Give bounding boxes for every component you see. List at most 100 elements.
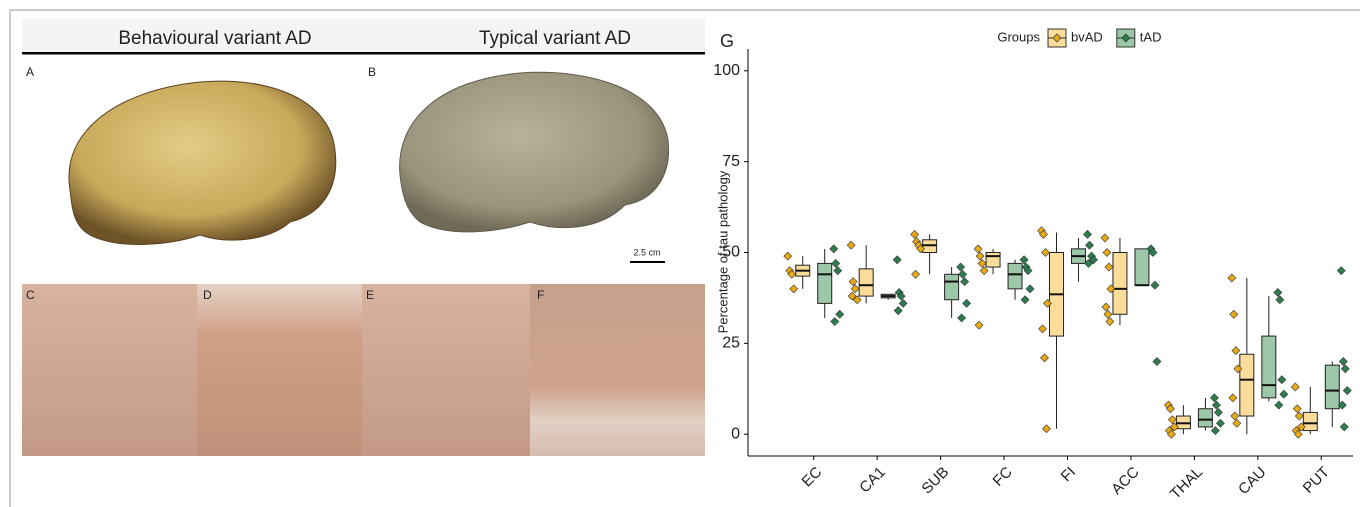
point <box>1337 400 1347 410</box>
point <box>1152 357 1162 366</box>
box <box>985 252 1001 268</box>
point <box>1101 302 1111 312</box>
brain-photo <box>68 80 337 245</box>
y-axis-label: Percentage of tau pathology <box>715 170 730 333</box>
point <box>1102 248 1112 257</box>
point <box>962 298 972 308</box>
point <box>1273 288 1283 297</box>
point <box>1038 324 1047 334</box>
point <box>1148 248 1158 257</box>
x-tick-label: SUB <box>918 464 952 498</box>
point <box>1169 422 1179 432</box>
box <box>1261 335 1277 399</box>
point <box>1167 415 1177 425</box>
point <box>848 277 858 286</box>
y-tick-label: 100 <box>713 62 740 79</box>
point <box>1023 266 1033 276</box>
point <box>1211 400 1221 410</box>
point <box>975 251 985 261</box>
point <box>829 244 839 254</box>
point <box>1019 255 1029 265</box>
point <box>910 229 920 239</box>
point <box>847 291 857 301</box>
point <box>1296 422 1306 432</box>
point <box>1232 418 1242 428</box>
point <box>830 317 840 326</box>
point <box>1084 258 1093 268</box>
box <box>1302 411 1318 432</box>
point <box>1150 280 1160 290</box>
box <box>817 262 833 304</box>
point <box>1279 389 1289 399</box>
point <box>1231 346 1241 356</box>
point <box>973 244 983 254</box>
x-tick-label: ACC <box>1108 463 1143 498</box>
point <box>1233 364 1243 374</box>
panel-label: A <box>26 65 34 79</box>
tissue-photo <box>197 284 362 456</box>
point <box>1106 284 1116 294</box>
box <box>1134 248 1150 286</box>
point <box>1277 375 1287 385</box>
point <box>852 295 862 305</box>
box <box>1324 364 1340 410</box>
point <box>1342 386 1352 396</box>
point <box>1089 255 1098 265</box>
point <box>1336 266 1346 276</box>
x-tick-label: THAL <box>1167 464 1206 503</box>
box <box>1007 262 1023 290</box>
point <box>1293 429 1303 439</box>
point <box>916 244 926 254</box>
panel-label: G <box>720 31 734 51</box>
y-tick-label: 75 <box>722 153 740 170</box>
point <box>1100 233 1110 243</box>
panel-label: C <box>26 288 35 302</box>
header: Behavioural variant AD <box>118 28 311 49</box>
panel-label: F <box>537 288 544 302</box>
point <box>846 240 856 250</box>
x-tick-label: CA1 <box>856 464 889 497</box>
point <box>1025 284 1035 294</box>
point <box>1215 418 1225 428</box>
point <box>1105 317 1115 326</box>
point <box>1040 353 1049 363</box>
panel-label: B <box>368 65 376 79</box>
point <box>1230 411 1240 421</box>
point <box>1294 411 1304 421</box>
point <box>1083 229 1092 239</box>
x-tick-label: FC <box>990 463 1016 489</box>
point <box>1209 393 1219 403</box>
legend-key-point <box>1121 33 1131 43</box>
y-tick-label: 25 <box>722 335 740 352</box>
point <box>957 313 967 323</box>
x-tick-label: PUT <box>1300 464 1333 497</box>
point <box>1042 424 1051 434</box>
point <box>960 277 970 286</box>
tissue-photo <box>530 284 705 456</box>
point <box>1290 382 1300 392</box>
box <box>1197 408 1213 428</box>
point <box>1227 273 1237 283</box>
point <box>1103 309 1113 319</box>
point <box>896 291 906 301</box>
header: Typical variant AD <box>479 28 631 49</box>
tissue-photo <box>22 284 197 456</box>
header-band <box>22 18 705 52</box>
point <box>893 306 903 316</box>
scale-label: 2.5 cm <box>633 247 660 257</box>
point <box>789 284 799 294</box>
x-tick-label: CAU <box>1235 464 1269 498</box>
point <box>979 266 989 276</box>
panel-label: D <box>203 288 212 302</box>
point <box>1338 357 1348 366</box>
point <box>783 251 793 261</box>
point <box>1340 364 1350 374</box>
point <box>1210 426 1220 435</box>
point <box>974 320 984 330</box>
point <box>1229 309 1239 319</box>
point <box>835 309 845 319</box>
legend-label: bvAD <box>1071 29 1103 44</box>
box <box>1239 353 1255 417</box>
point <box>1043 298 1052 308</box>
